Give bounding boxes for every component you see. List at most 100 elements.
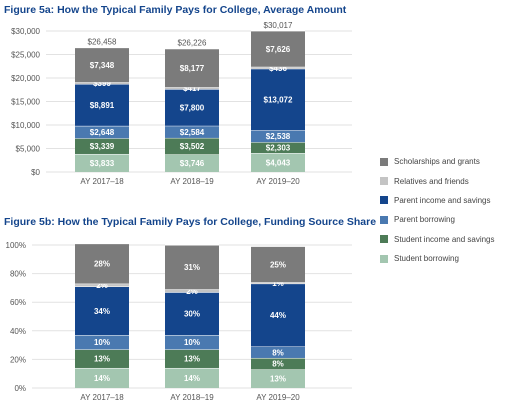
data-label: $2,648 bbox=[90, 128, 115, 137]
chart-legend: Scholarships and grants Relatives and fr… bbox=[380, 152, 495, 268]
data-label: $8,177 bbox=[180, 64, 205, 73]
figure-5a-chart: $0 $5,000 $10,000 $15,000 $20,000 $25,000 $30,… bbox=[11, 21, 352, 186]
legend-label: Student income and savings bbox=[394, 234, 495, 244]
y-tick-label: 40% bbox=[10, 327, 26, 336]
y-tick-label: $30,000 bbox=[11, 27, 40, 36]
x-tick-label: AY 2019–20 bbox=[256, 393, 300, 402]
data-label: $7,626 bbox=[266, 45, 291, 54]
legend-label: Scholarships and grants bbox=[394, 157, 480, 167]
bar-segment bbox=[165, 367, 219, 388]
legend-item-parent-income: Parent income and savings bbox=[380, 191, 495, 210]
bar-segment bbox=[165, 335, 219, 350]
bar-segment bbox=[251, 369, 305, 388]
bar-segment bbox=[165, 289, 219, 293]
legend-item-student-income: Student income and savings bbox=[380, 230, 495, 249]
data-label: 34% bbox=[94, 307, 110, 316]
bar-segment bbox=[165, 48, 219, 88]
data-label: $3,502 bbox=[180, 142, 205, 151]
y-tick-label: $10,000 bbox=[11, 121, 40, 130]
bar-segment bbox=[75, 153, 129, 172]
x-tick-label: AY 2017–18 bbox=[80, 177, 124, 186]
legend-swatch bbox=[380, 196, 388, 205]
bar-segment bbox=[165, 245, 219, 290]
bar-segment bbox=[165, 89, 219, 126]
y-tick-label: $20,000 bbox=[11, 74, 40, 83]
total-label: $30,017 bbox=[264, 21, 293, 30]
legend-swatch bbox=[380, 157, 388, 166]
bar-segment bbox=[75, 349, 129, 368]
data-label: $2,538 bbox=[266, 132, 291, 141]
bar-segment bbox=[251, 346, 305, 358]
data-label: $3,746 bbox=[180, 159, 205, 168]
legend-label: Parent income and savings bbox=[394, 195, 491, 205]
legend-swatch bbox=[380, 235, 388, 244]
bar-segment bbox=[75, 125, 129, 139]
legend-item-student-borrowing: Student borrowing bbox=[380, 249, 495, 268]
legend-label: Student borrowing bbox=[394, 254, 459, 264]
data-label: $13,072 bbox=[264, 96, 293, 105]
bar-segment bbox=[75, 367, 129, 388]
bar-segment bbox=[75, 84, 129, 126]
data-label: 13% bbox=[94, 355, 110, 364]
bar-segment bbox=[75, 335, 129, 350]
bar-segment bbox=[75, 47, 129, 83]
data-label: 28% bbox=[94, 260, 110, 269]
data-label: 2% bbox=[96, 281, 108, 290]
bar-segment bbox=[251, 68, 305, 131]
legend-label: Relatives and friends bbox=[394, 176, 469, 186]
bar-segment bbox=[165, 349, 219, 368]
legend-item-relatives: Relatives and friends bbox=[380, 171, 495, 190]
data-label: 2% bbox=[186, 287, 198, 296]
bar-segment bbox=[165, 125, 219, 138]
bar-segment bbox=[75, 138, 129, 154]
y-tick-label: 20% bbox=[10, 355, 26, 364]
bar-segment bbox=[165, 292, 219, 336]
x-tick-label: AY 2019–20 bbox=[256, 177, 300, 186]
bar-segment bbox=[251, 282, 305, 284]
y-tick-label: 60% bbox=[10, 298, 26, 307]
data-label: 14% bbox=[94, 374, 110, 383]
data-label: $3,833 bbox=[90, 159, 115, 168]
bar-segment bbox=[251, 357, 305, 370]
total-label: $26,226 bbox=[178, 39, 207, 48]
y-tick-label: $5,000 bbox=[16, 145, 41, 154]
x-tick-label: AY 2017–18 bbox=[80, 393, 124, 402]
bar-segment bbox=[251, 30, 305, 67]
data-label: 8% bbox=[272, 360, 284, 369]
data-label: 44% bbox=[270, 311, 286, 320]
legend-swatch bbox=[380, 177, 388, 186]
data-label: 13% bbox=[184, 355, 200, 364]
data-label: 10% bbox=[94, 338, 110, 347]
bar-segment bbox=[75, 286, 129, 336]
data-label: $399 bbox=[93, 79, 111, 88]
legend-label: Parent borrowing bbox=[394, 215, 455, 225]
legend-swatch bbox=[380, 215, 388, 224]
data-label: 8% bbox=[272, 348, 284, 357]
legend-item-parent-borrowing: Parent borrowing bbox=[380, 210, 495, 229]
data-label: $7,800 bbox=[180, 103, 205, 112]
figure-5a-title: Figure 5a: How the Typical Family Pays f… bbox=[4, 4, 347, 16]
bar-segment bbox=[251, 66, 305, 69]
bar-segment bbox=[75, 243, 129, 284]
x-tick-label: AY 2018–19 bbox=[170, 177, 214, 186]
figure-5b-title: Figure 5b: How the Typical Family Pays f… bbox=[4, 216, 377, 228]
data-label: 10% bbox=[184, 338, 200, 347]
data-label: $2,303 bbox=[266, 144, 291, 153]
data-label: $417 bbox=[183, 84, 201, 93]
y-tick-label: $25,000 bbox=[11, 51, 40, 60]
legend-swatch bbox=[380, 254, 388, 263]
y-tick-label: 0% bbox=[14, 384, 26, 393]
data-label: $8,891 bbox=[90, 101, 115, 110]
data-label: 25% bbox=[270, 260, 286, 269]
data-label: $3,339 bbox=[90, 142, 115, 151]
total-label: $26,458 bbox=[88, 38, 117, 47]
data-label: 1% bbox=[272, 279, 284, 288]
bar-segment bbox=[251, 152, 305, 172]
bar-segment bbox=[165, 137, 219, 155]
data-label: $7,348 bbox=[90, 61, 115, 70]
bar-segment bbox=[251, 246, 305, 283]
bar-segment bbox=[251, 283, 305, 347]
data-label: $436 bbox=[269, 64, 287, 73]
data-label: 13% bbox=[270, 375, 286, 384]
